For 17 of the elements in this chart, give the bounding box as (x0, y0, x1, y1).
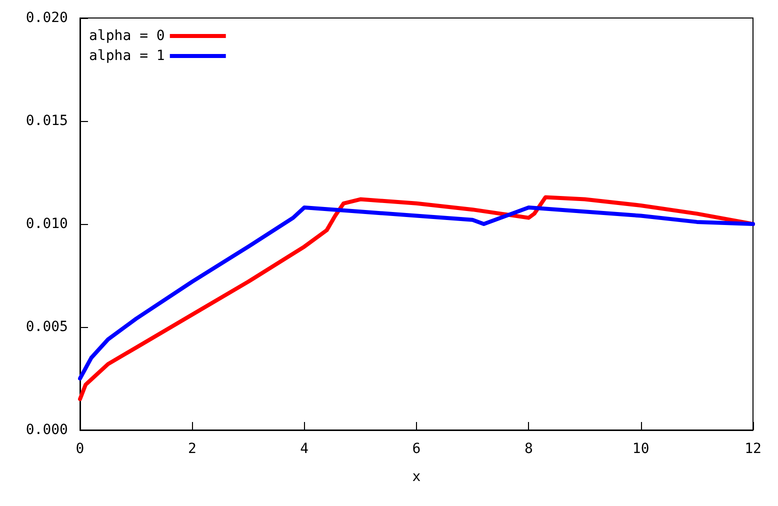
x-tick-label: 4 (300, 441, 309, 457)
line-series (78, 206, 755, 380)
y-tick-label: 0.015 (26, 113, 68, 129)
x-tick-label: 8 (524, 441, 533, 457)
y-tick-label: 0.000 (26, 422, 68, 438)
x-tick-label: 2 (188, 441, 196, 457)
x-axis-title: x (412, 469, 421, 485)
legend-label: alpha = 0 (89, 28, 165, 44)
y-tick-label: 0.005 (26, 319, 68, 335)
line-series (78, 195, 755, 402)
x-tick-label: 0 (76, 441, 84, 457)
x-tick-label: 12 (744, 441, 762, 457)
y-tick-label: 0.020 (26, 10, 68, 26)
x-tick-label: 10 (632, 441, 650, 457)
x-tick-label: 6 (412, 441, 421, 457)
y-tick-label: 0.010 (26, 216, 68, 232)
legend-label: alpha = 1 (89, 48, 165, 64)
